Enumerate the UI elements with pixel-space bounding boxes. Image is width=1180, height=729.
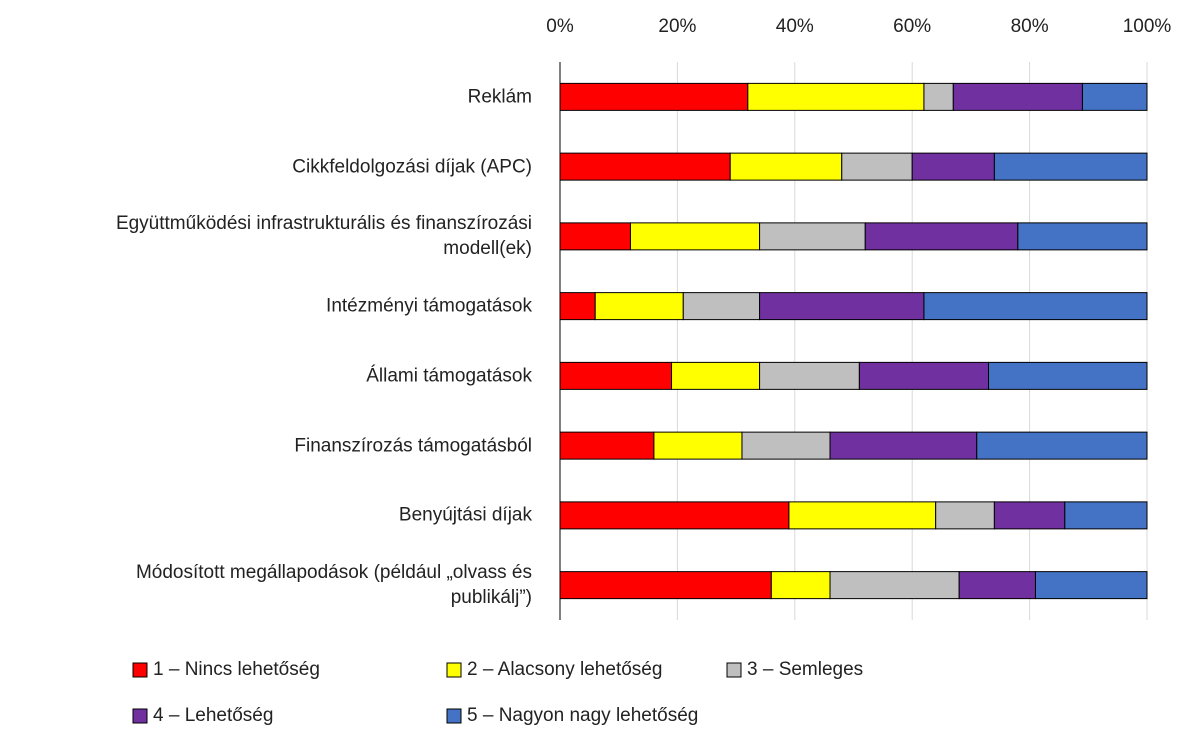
legend-label: 3 – Semleges (747, 659, 863, 680)
x-tick-label: 40% (776, 16, 814, 37)
bar-segment (653, 431, 743, 460)
legend-swatch (132, 662, 148, 678)
bar-segment (759, 222, 866, 251)
bar-segment (559, 82, 749, 111)
bar-segment (759, 361, 860, 390)
legend-label: 1 – Nincs lehetőség (153, 659, 320, 680)
legend-swatch (132, 708, 148, 724)
bar-segment (759, 292, 925, 321)
bar-segment (923, 82, 954, 111)
category-label: Állami támogatások (366, 365, 532, 387)
bar-segment (747, 82, 925, 111)
legend-swatch (446, 708, 462, 724)
bar-segment (671, 361, 761, 390)
bar-segment (770, 571, 831, 600)
category-label: Intézményi támogatások (326, 295, 532, 317)
legend-label: 5 – Nagyon nagy lehetőség (467, 705, 698, 726)
bar-segment (952, 82, 1083, 111)
bar-segment (594, 292, 684, 321)
legend-swatch (726, 662, 742, 678)
x-tick-label: 0% (546, 16, 574, 37)
category-label: Együttműködési infrastrukturális és fina… (115, 213, 532, 260)
bar-segment (559, 222, 631, 251)
bar-segment (864, 222, 1019, 251)
category-label: Benyújtási díjak (398, 504, 532, 526)
bar-segment (829, 571, 960, 600)
bar-segment (993, 501, 1066, 530)
bar-segment (858, 361, 990, 390)
legend-swatch (446, 662, 462, 678)
bar-segment (559, 152, 731, 181)
bar-segment (958, 571, 1036, 600)
category-label: Reklám (467, 86, 532, 108)
bar-segment (923, 292, 1148, 321)
category-label: Módosított megállapodások (például „olva… (135, 562, 532, 609)
bar-segment (559, 501, 790, 530)
bar-segment (993, 152, 1148, 181)
x-tick-label: 20% (658, 16, 696, 37)
bar-segment (629, 222, 761, 251)
bar-segment (741, 431, 831, 460)
bar-segment (1064, 501, 1148, 530)
category-label: Finanszírozás támogatásból (294, 435, 532, 457)
bar-segment (559, 431, 655, 460)
bar-segment (1081, 82, 1148, 111)
x-tick-label: 100% (1123, 16, 1172, 37)
bar-segment (911, 152, 995, 181)
bar-segment (829, 431, 978, 460)
bar-segment (1017, 222, 1148, 251)
bar-segment (988, 361, 1148, 390)
bar-segment (559, 571, 772, 600)
x-tick-label: 60% (893, 16, 931, 37)
bar-segment (788, 501, 937, 530)
category-label: Cikkfeldolgozási díjak (APC) (292, 156, 532, 178)
bar-segment (729, 152, 843, 181)
bar-segment (976, 431, 1148, 460)
bar-segment (841, 152, 913, 181)
bar-segment (1034, 571, 1148, 600)
legend-label: 2 – Alacsony lehetőség (467, 659, 662, 680)
bar-segment (935, 501, 995, 530)
bar-segment (682, 292, 761, 321)
bar-segment (559, 361, 673, 390)
x-tick-label: 80% (1011, 16, 1049, 37)
bar-segment (559, 292, 596, 321)
legend-label: 4 – Lehetőség (153, 705, 273, 726)
